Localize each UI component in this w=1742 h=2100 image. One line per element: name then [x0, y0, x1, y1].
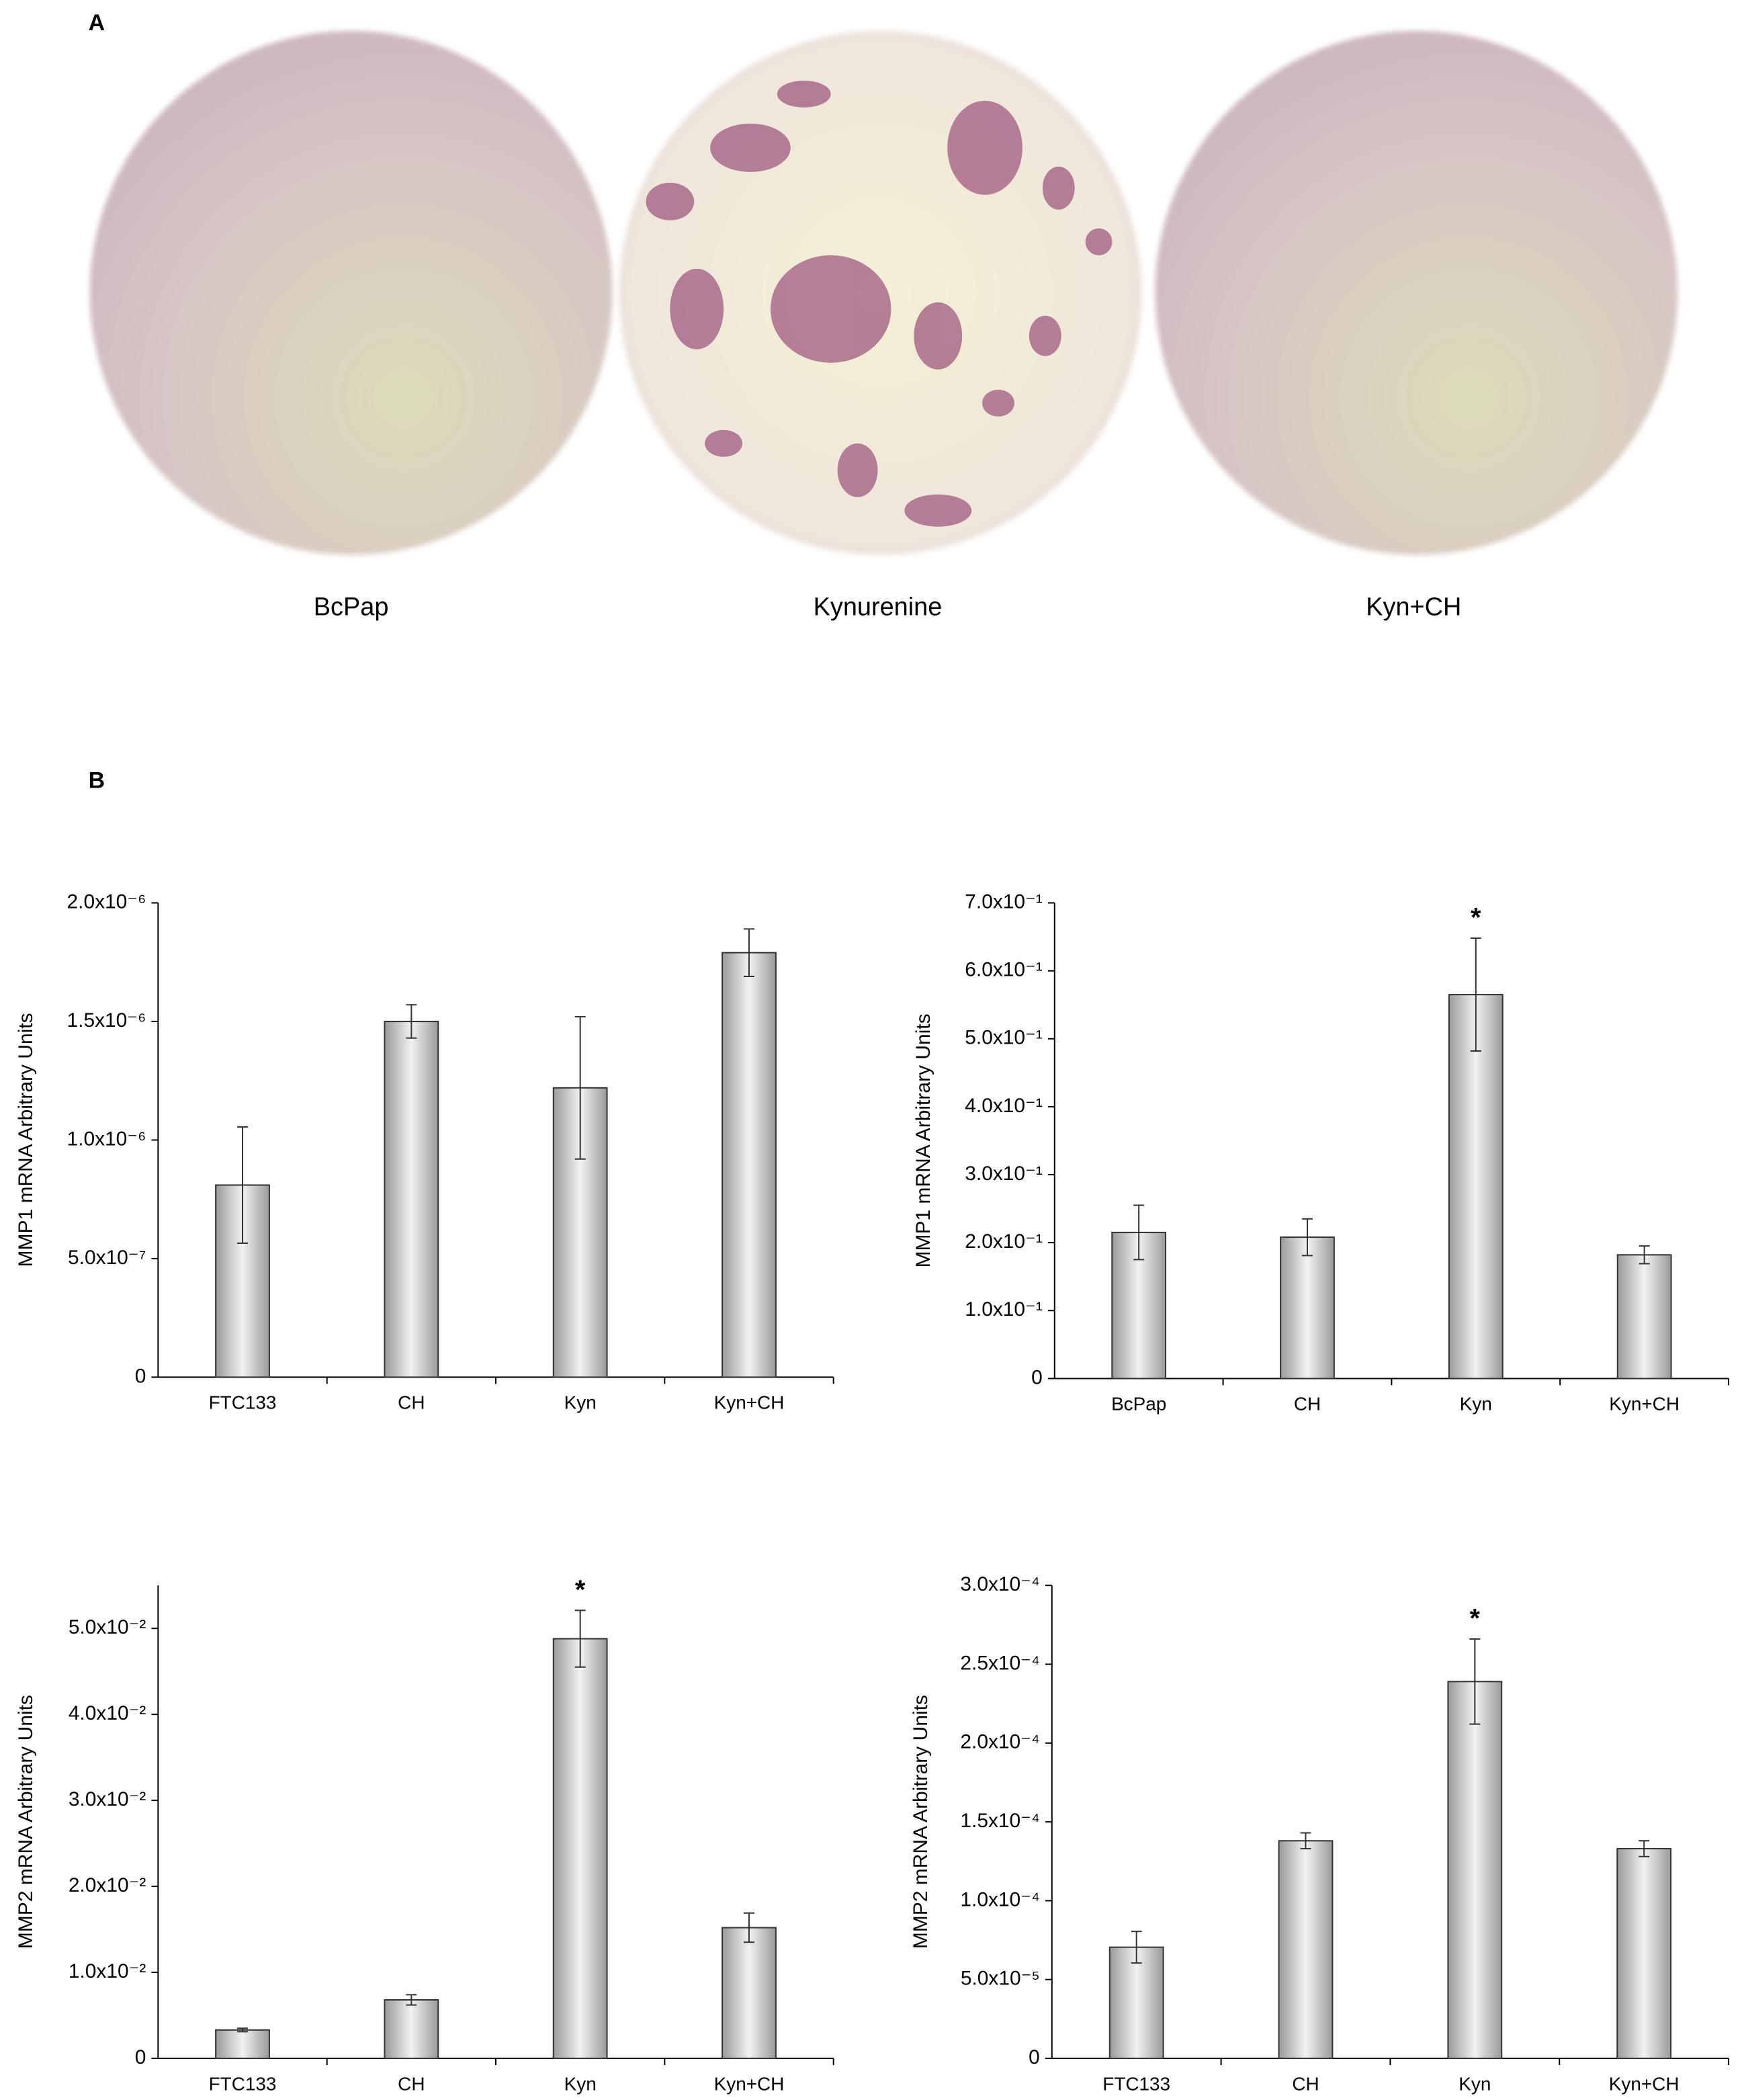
y-tick-label: 7.0x10⁻¹ — [965, 890, 1043, 913]
bar — [1448, 994, 1504, 1380]
x-tick-label: Kyn+CH — [714, 2073, 785, 2094]
x-tick-label: FTC133 — [209, 2073, 277, 2094]
y-tick-label: 2.0x10⁻² — [69, 1874, 146, 1896]
x-tick-label: CH — [398, 2073, 425, 2094]
photo — [89, 30, 613, 555]
bar — [1278, 1840, 1334, 2060]
photo-caption: Kyn+CH — [1366, 593, 1461, 622]
y-tick-label: 5.0x10⁻¹ — [965, 1027, 1043, 1049]
photo — [1155, 30, 1678, 555]
bar — [1616, 1848, 1672, 2060]
error-bar — [406, 1994, 417, 2006]
y-tick-label: 1.0x10⁻¹ — [965, 1298, 1043, 1320]
bar — [215, 2029, 270, 2060]
error-bar — [1133, 1204, 1145, 1261]
bar — [722, 1927, 777, 2060]
error-bar — [1639, 1245, 1650, 1265]
error-bar — [574, 1609, 586, 1668]
dish — [1155, 30, 1678, 555]
y-tick-label: 5.0x10⁻⁵ — [961, 1968, 1040, 1990]
bar — [1280, 1236, 1335, 1380]
bar — [722, 952, 777, 1378]
bar — [1108, 1946, 1164, 2060]
y-tick-label: 0 — [135, 2046, 146, 2068]
y-axis-label: MMP1 mRNA Arbitrary Units — [912, 1013, 934, 1267]
x-tick-label: CH — [398, 1392, 425, 1413]
y-tick-label: 2.0x10⁻⁴ — [960, 1731, 1039, 1753]
x-tick-label: Kyn+CH — [714, 1392, 785, 1413]
y-tick-label: 5.0x10⁻⁷ — [68, 1247, 146, 1269]
x-tick-label: CH — [1294, 1394, 1321, 1415]
x-tick-label: Kyn+CH — [1609, 1394, 1680, 1415]
annotation: * — [1470, 1604, 1481, 1634]
error-bar — [574, 1015, 586, 1160]
y-tick-label: 1.5x10⁻⁶ — [67, 1009, 146, 1032]
y-tick-label: 1.0x10⁻⁴ — [960, 1888, 1039, 1910]
x-tick-label: CH — [1292, 2073, 1319, 2094]
photo — [619, 30, 1142, 555]
error-bar — [1131, 1931, 1142, 1964]
panel-label: B — [89, 768, 105, 794]
y-tick-label: 2.0x10⁻¹ — [965, 1230, 1043, 1253]
error-bar — [1469, 1638, 1481, 1725]
error-bar — [1470, 937, 1481, 1052]
annotation: * — [575, 1575, 586, 1605]
y-tick-label: 1.0x10⁻² — [69, 1960, 146, 1982]
x-tick-label: Kyn — [564, 1392, 597, 1413]
y-tick-label: 0 — [1031, 1366, 1043, 1388]
y-tick-label: 1.5x10⁻⁴ — [960, 1810, 1039, 1832]
error-bar — [744, 928, 754, 977]
y-tick-label: 2.0x10⁻⁶ — [67, 890, 146, 913]
bar — [384, 1021, 439, 1378]
bar — [552, 1638, 608, 2060]
cells — [646, 80, 1113, 527]
photo-caption: BcPap — [314, 593, 389, 622]
error-bar — [1639, 1840, 1650, 1857]
bar — [1447, 1681, 1503, 2060]
annotation: * — [1471, 903, 1481, 933]
y-tick-label: 0 — [135, 1365, 146, 1387]
y-tick-label: 4.0x10⁻¹ — [965, 1095, 1043, 1117]
y-tick-label: 5.0x10⁻² — [69, 1616, 146, 1638]
x-tick-label: Kyn — [1460, 1394, 1492, 1415]
y-tick-label: 3.0x10⁻¹ — [965, 1163, 1043, 1185]
y-axis-label: MMP2 mRNA Arbitrary Units — [910, 1695, 932, 1949]
error-bar — [1302, 1218, 1313, 1257]
bar — [1616, 1254, 1672, 1380]
y-axis-label: MMP2 mRNA Arbitrary Units — [15, 1695, 37, 1949]
error-bar — [237, 1126, 249, 1244]
y-tick-label: 3.0x10⁻² — [69, 1788, 146, 1810]
dish — [89, 30, 613, 555]
x-tick-label: Kyn — [1458, 2073, 1491, 2094]
error-bar — [744, 1912, 754, 1943]
x-tick-label: FTC133 — [209, 1392, 277, 1413]
error-bar — [237, 2027, 249, 2033]
x-tick-label: BcPap — [1111, 1394, 1166, 1415]
y-tick-label: 0 — [1029, 2046, 1040, 2068]
y-tick-label: 3.0x10⁻⁴ — [960, 1573, 1039, 1595]
x-tick-label: Kyn+CH — [1609, 2073, 1680, 2094]
y-axis-label: MMP1 mRNA Arbitrary Units — [15, 1013, 37, 1267]
photo-caption: Kynurenine — [814, 593, 943, 622]
bar — [384, 1999, 439, 2060]
y-tick-label: 2.5x10⁻⁴ — [960, 1652, 1039, 1674]
error-bar — [406, 1004, 417, 1039]
panel-label: A — [89, 10, 105, 36]
y-tick-label: 1.0x10⁻⁶ — [67, 1128, 146, 1150]
error-bar — [1300, 1832, 1311, 1850]
x-tick-label: Kyn — [564, 2073, 597, 2094]
bar — [215, 1184, 270, 1378]
y-tick-label: 6.0x10⁻¹ — [965, 959, 1043, 981]
y-tick-label: 4.0x10⁻² — [69, 1702, 146, 1724]
x-tick-label: FTC133 — [1102, 2073, 1170, 2094]
